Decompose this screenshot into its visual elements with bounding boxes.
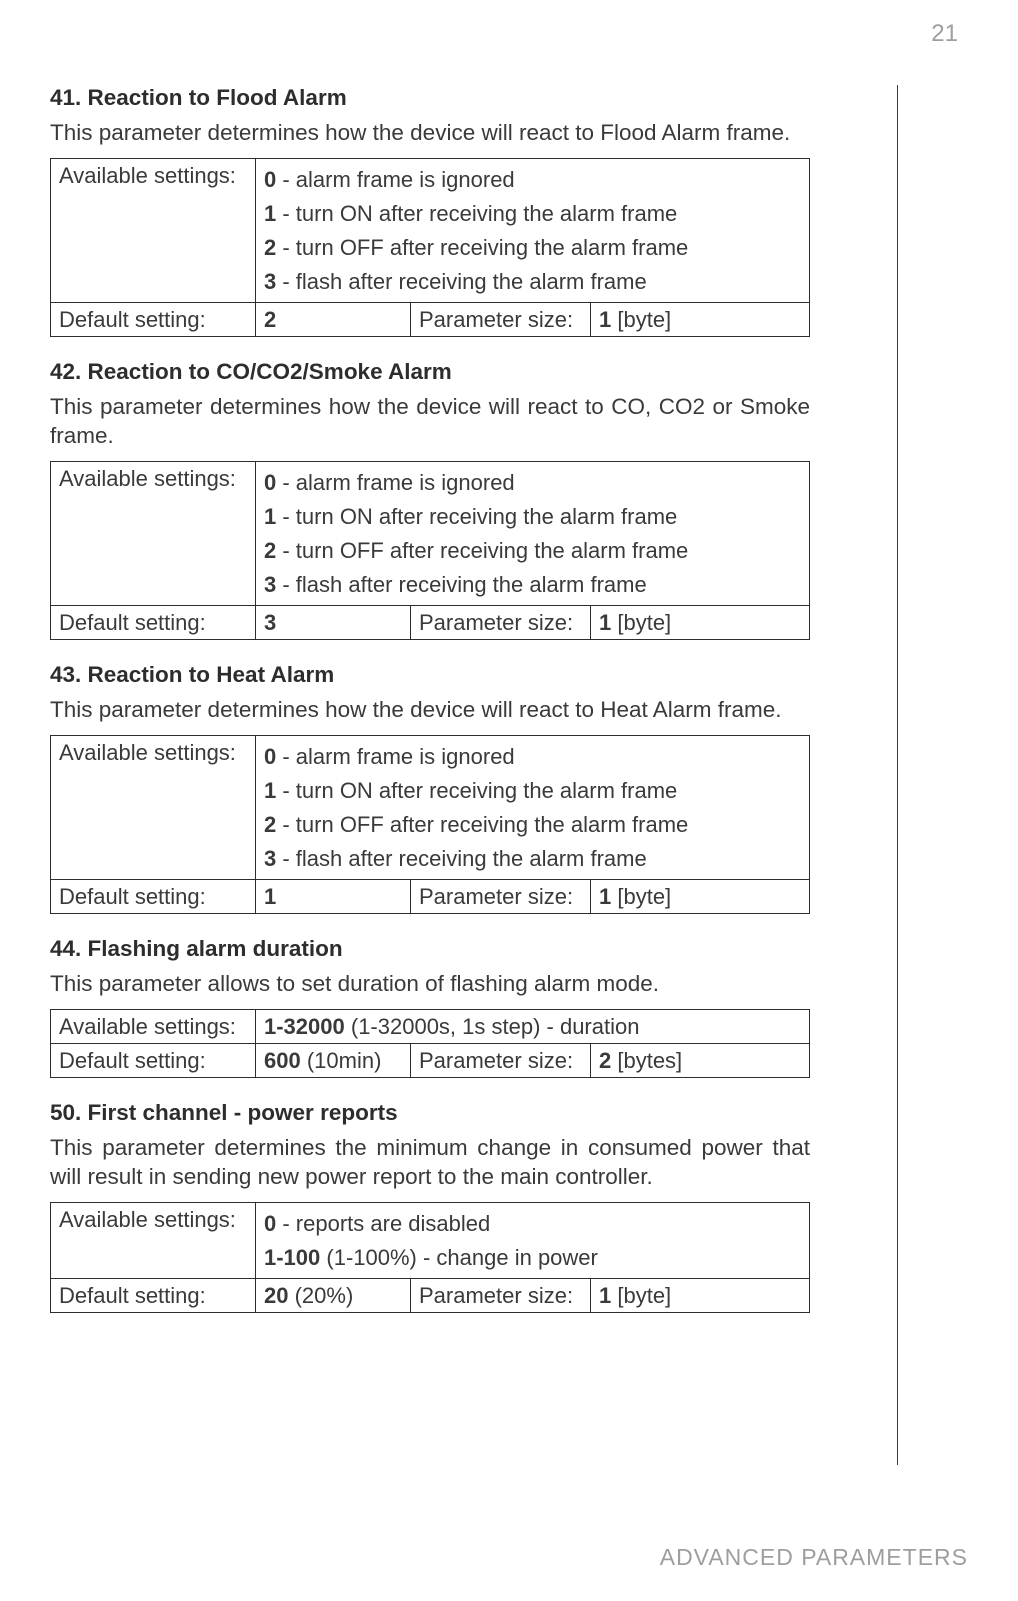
default-setting-label: Default setting: [51,303,256,337]
default-setting-value: 20 (20%) [256,1278,411,1312]
param-43-desc: This parameter determines how the device… [50,696,810,725]
available-settings-label: Available settings: [51,735,256,879]
param-50-desc: This parameter determines the minimum ch… [50,1134,810,1192]
parameter-size-label: Parameter size: [411,1278,591,1312]
available-settings-label: Available settings: [51,1010,256,1044]
parameter-size-label: Parameter size: [411,606,591,640]
default-setting-label: Default setting: [51,606,256,640]
parameter-size-label: Parameter size: [411,1044,591,1078]
default-setting-label: Default setting: [51,1278,256,1312]
parameter-size-value: 1 [byte] [591,880,810,914]
parameter-size-value: 1 [byte] [591,303,810,337]
parameter-size-value: 2 [bytes] [591,1044,810,1078]
param-42-desc: This parameter determines how the device… [50,393,810,451]
document-page: 21 41. Reaction to Flood Alarm This para… [0,0,1018,1601]
default-setting-value: 600 (10min) [256,1044,411,1078]
param-42-table: Available settings: 0 - alarm frame is i… [50,461,810,640]
param-42-title: 42. Reaction to CO/CO2/Smoke Alarm [50,359,810,385]
available-settings-label: Available settings: [51,158,256,302]
parameter-size-label: Parameter size: [411,880,591,914]
default-setting-label: Default setting: [51,1044,256,1078]
param-43-table: Available settings: 0 - alarm frame is i… [50,735,810,914]
side-rule [897,85,898,1465]
default-setting-label: Default setting: [51,880,256,914]
default-setting-value: 3 [256,606,411,640]
available-settings-list: 0 - reports are disabled 1-100 (1-100%) … [256,1202,810,1278]
param-44-table: Available settings: 1-32000 (1-32000s, 1… [50,1009,810,1078]
default-setting-value: 1 [256,880,411,914]
available-settings-list: 0 - alarm frame is ignored 1 - turn ON a… [256,158,810,302]
available-settings-list: 0 - alarm frame is ignored 1 - turn ON a… [256,461,810,605]
param-41-table: Available settings: 0 - alarm frame is i… [50,158,810,337]
param-41-desc: This parameter determines how the device… [50,119,810,148]
content-area: 41. Reaction to Flood Alarm This paramet… [50,85,810,1313]
page-number: 21 [931,20,958,48]
param-50-title: 50. First channel - power reports [50,1100,810,1126]
param-41-title: 41. Reaction to Flood Alarm [50,85,810,111]
parameter-size-label: Parameter size: [411,303,591,337]
parameter-size-value: 1 [byte] [591,1278,810,1312]
param-44-title: 44. Flashing alarm duration [50,936,810,962]
available-settings-value: 1-32000 (1-32000s, 1s step) - duration [256,1010,810,1044]
available-settings-label: Available settings: [51,1202,256,1278]
default-setting-value: 2 [256,303,411,337]
param-43-title: 43. Reaction to Heat Alarm [50,662,810,688]
param-50-table: Available settings: 0 - reports are disa… [50,1202,810,1313]
footer-section-title: ADVANCED PARAMETERS [660,1544,968,1571]
param-44-desc: This parameter allows to set duration of… [50,970,810,999]
available-settings-list: 0 - alarm frame is ignored 1 - turn ON a… [256,735,810,879]
available-settings-label: Available settings: [51,461,256,605]
parameter-size-value: 1 [byte] [591,606,810,640]
